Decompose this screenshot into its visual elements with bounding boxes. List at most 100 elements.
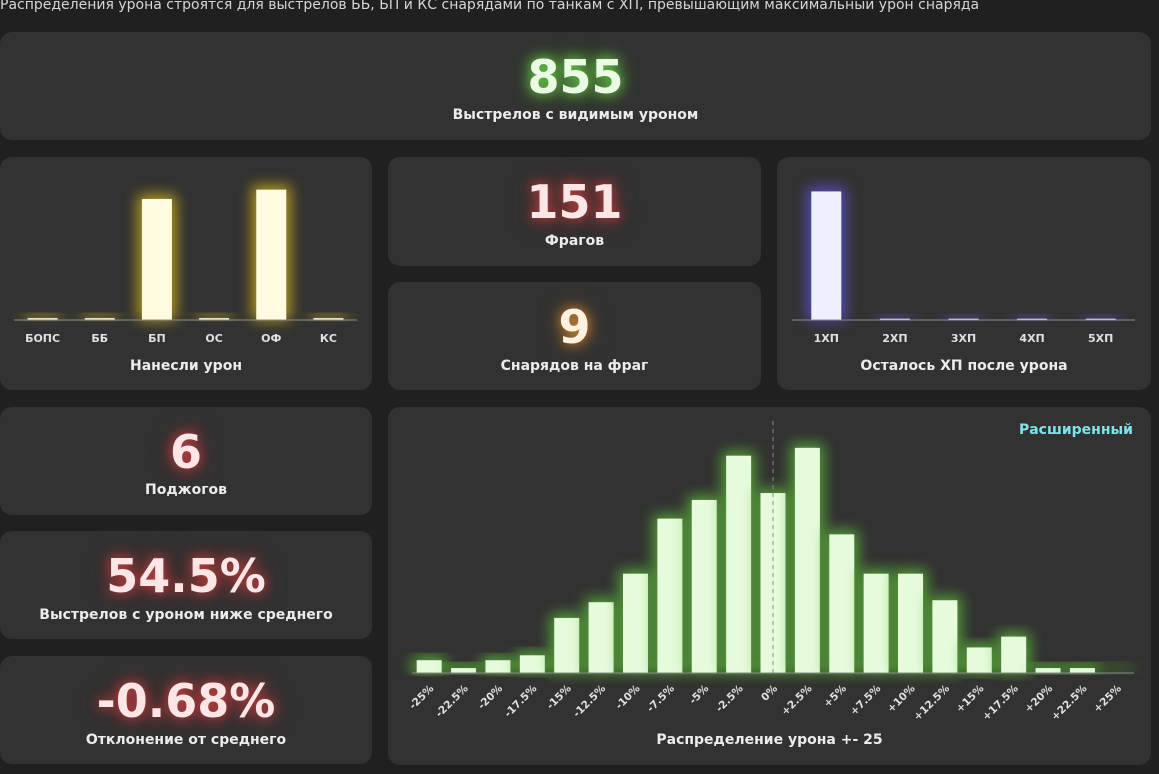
dist-tick-label: -2.5%	[714, 682, 746, 714]
below-average-label: Выстрелов с уроном ниже среднего	[39, 607, 333, 623]
damage-dealt-chart: БОПС ББ БП ОС ОФ КС	[14, 185, 357, 345]
ammo-bar-ОФ	[252, 185, 291, 320]
hp-bar	[1085, 318, 1116, 320]
dist-bar	[451, 668, 477, 673]
dist-bar	[657, 518, 683, 673]
hp-bar	[811, 191, 842, 320]
dist-tick-label: +17.5%	[980, 682, 1021, 723]
fires-card: 6 Поджогов	[0, 407, 372, 515]
hp-bar	[1017, 318, 1048, 320]
dist-tick-label: +7.5%	[848, 682, 884, 718]
hp-remaining-card: 1ХП 2ХП 3ХП 4ХП 5ХП Осталось ХП после урона	[777, 157, 1151, 390]
ammo-bar-БОПС	[23, 314, 62, 320]
shots-visible-value: 855	[527, 50, 624, 104]
dist-bar	[1001, 636, 1027, 673]
dist-bar	[1069, 668, 1095, 673]
shots-visible-card: 855 Выстрелов с видимым уроном	[0, 32, 1151, 140]
dist-bar-+12.5%	[928, 596, 962, 673]
ammo-bar	[84, 318, 115, 320]
dist-bar	[1035, 668, 1061, 673]
dist-bar--22.5%	[447, 664, 481, 673]
deviation-label: Отклонение от среднего	[85, 732, 287, 748]
ammo-tick-label: ОФ	[261, 332, 281, 345]
hp-bar-2ХП	[875, 314, 914, 320]
dist-bar	[416, 660, 442, 673]
dist-bar-+5%	[825, 530, 859, 673]
frags-label: Фрагов	[544, 233, 605, 249]
hp-remaining-chart: 1ХП 2ХП 3ХП 4ХП 5ХП	[792, 187, 1135, 345]
dist-tick-label: -25%	[407, 682, 437, 712]
dist-tick-label: +2.5%	[779, 682, 815, 718]
dist-bar-+2.5%	[790, 443, 824, 673]
ammo-tick-label: ОС	[205, 332, 222, 345]
dist-tick-label: -10%	[613, 682, 643, 712]
dist-bar--5%	[687, 495, 721, 673]
dist-bar	[863, 573, 889, 673]
dist-bar-+15%	[962, 643, 996, 673]
below-average-value: 54.5%	[106, 549, 266, 603]
fires-value: 6	[169, 425, 202, 479]
ammo-bar	[27, 318, 58, 320]
ammo-bar-ОС	[195, 314, 234, 320]
hp-bar-glow	[875, 314, 914, 320]
dist-bar-+20%	[1031, 664, 1065, 673]
dist-tick-label: -20%	[476, 682, 506, 712]
dist-bar-+17.5%	[997, 632, 1031, 673]
frags-value: 151	[526, 175, 623, 229]
ammo-bar-glow	[309, 314, 348, 320]
ammo-bar-glow	[23, 314, 62, 320]
dist-bar-+10%	[894, 569, 928, 673]
dist-tick-label: -22.5%	[433, 682, 471, 720]
dist-tick-label: -7.5%	[645, 682, 677, 714]
dist-bar-+7.5%	[859, 569, 893, 673]
shells-per-frag-card: 9 Снарядов на фраг	[388, 282, 761, 390]
extended-toggle-link[interactable]: Расширенный	[1018, 422, 1133, 438]
dist-bar	[829, 534, 855, 673]
dist-tick-label: +15%	[954, 682, 987, 715]
ammo-bar-glow	[80, 314, 119, 320]
ammo-bar	[199, 318, 230, 320]
hp-tick-label: 5ХП	[1088, 332, 1113, 345]
deviation-card: -0.68% Отклонение от среднего	[0, 656, 372, 764]
ammo-bar	[256, 189, 287, 320]
ammo-tick-label: ББ	[91, 332, 108, 345]
hp-remaining-title: Осталось ХП после урона	[860, 358, 1068, 374]
dist-bar	[554, 617, 580, 673]
hp-bar-3ХП	[944, 314, 983, 320]
deviation-value: -0.68%	[96, 674, 276, 728]
dist-bar--7.5%	[653, 514, 687, 673]
damage-dealt-title: Нанесли урон	[129, 358, 242, 374]
dist-tick-label: +10%	[885, 682, 918, 715]
ammo-tick-label: БОПС	[25, 332, 60, 345]
dist-tick-label: +20%	[1023, 682, 1056, 715]
below-average-card: 54.5% Выстрелов с уроном ниже среднего	[0, 531, 372, 639]
fires-label: Поджогов	[145, 482, 227, 498]
dist-bar	[588, 602, 614, 673]
dist-bar	[898, 573, 924, 673]
dist-bar--12.5%	[584, 598, 618, 673]
damage-distribution-card: Расширенный -25% -22.5% -20% -17.5% -15% -12.…	[388, 407, 1151, 765]
shells-per-frag-value: 9	[558, 300, 591, 354]
dist-bar--20%	[481, 656, 515, 673]
dist-bar	[966, 647, 992, 673]
hp-bar	[879, 318, 910, 320]
dist-bar	[622, 573, 648, 673]
hp-tick-label: 3ХП	[951, 332, 976, 345]
dist-bar	[794, 447, 820, 673]
dist-bar--17.5%	[515, 651, 549, 673]
hp-bar-4ХП	[1013, 314, 1052, 320]
ammo-bar-КС	[309, 314, 348, 320]
frags-card: 151 Фрагов	[388, 157, 761, 266]
ammo-bar-glow	[195, 314, 234, 320]
dist-bar--10%	[618, 569, 652, 673]
dist-bar	[519, 655, 545, 673]
dist-tick-label: +25%	[1091, 682, 1124, 715]
ammo-bar	[313, 318, 344, 320]
dist-tick-label: +22.5%	[1049, 682, 1090, 723]
dist-tick-label: 0%	[759, 682, 780, 703]
hp-tick-label: 1ХП	[814, 332, 839, 345]
shells-per-frag-label: Снарядов на фраг	[500, 358, 649, 374]
damage-dealt-card: БОПС ББ БП ОС ОФ КС Нанесли урон	[0, 157, 372, 390]
hp-bar-glow	[1081, 314, 1120, 320]
ammo-bar-ББ	[80, 314, 119, 320]
